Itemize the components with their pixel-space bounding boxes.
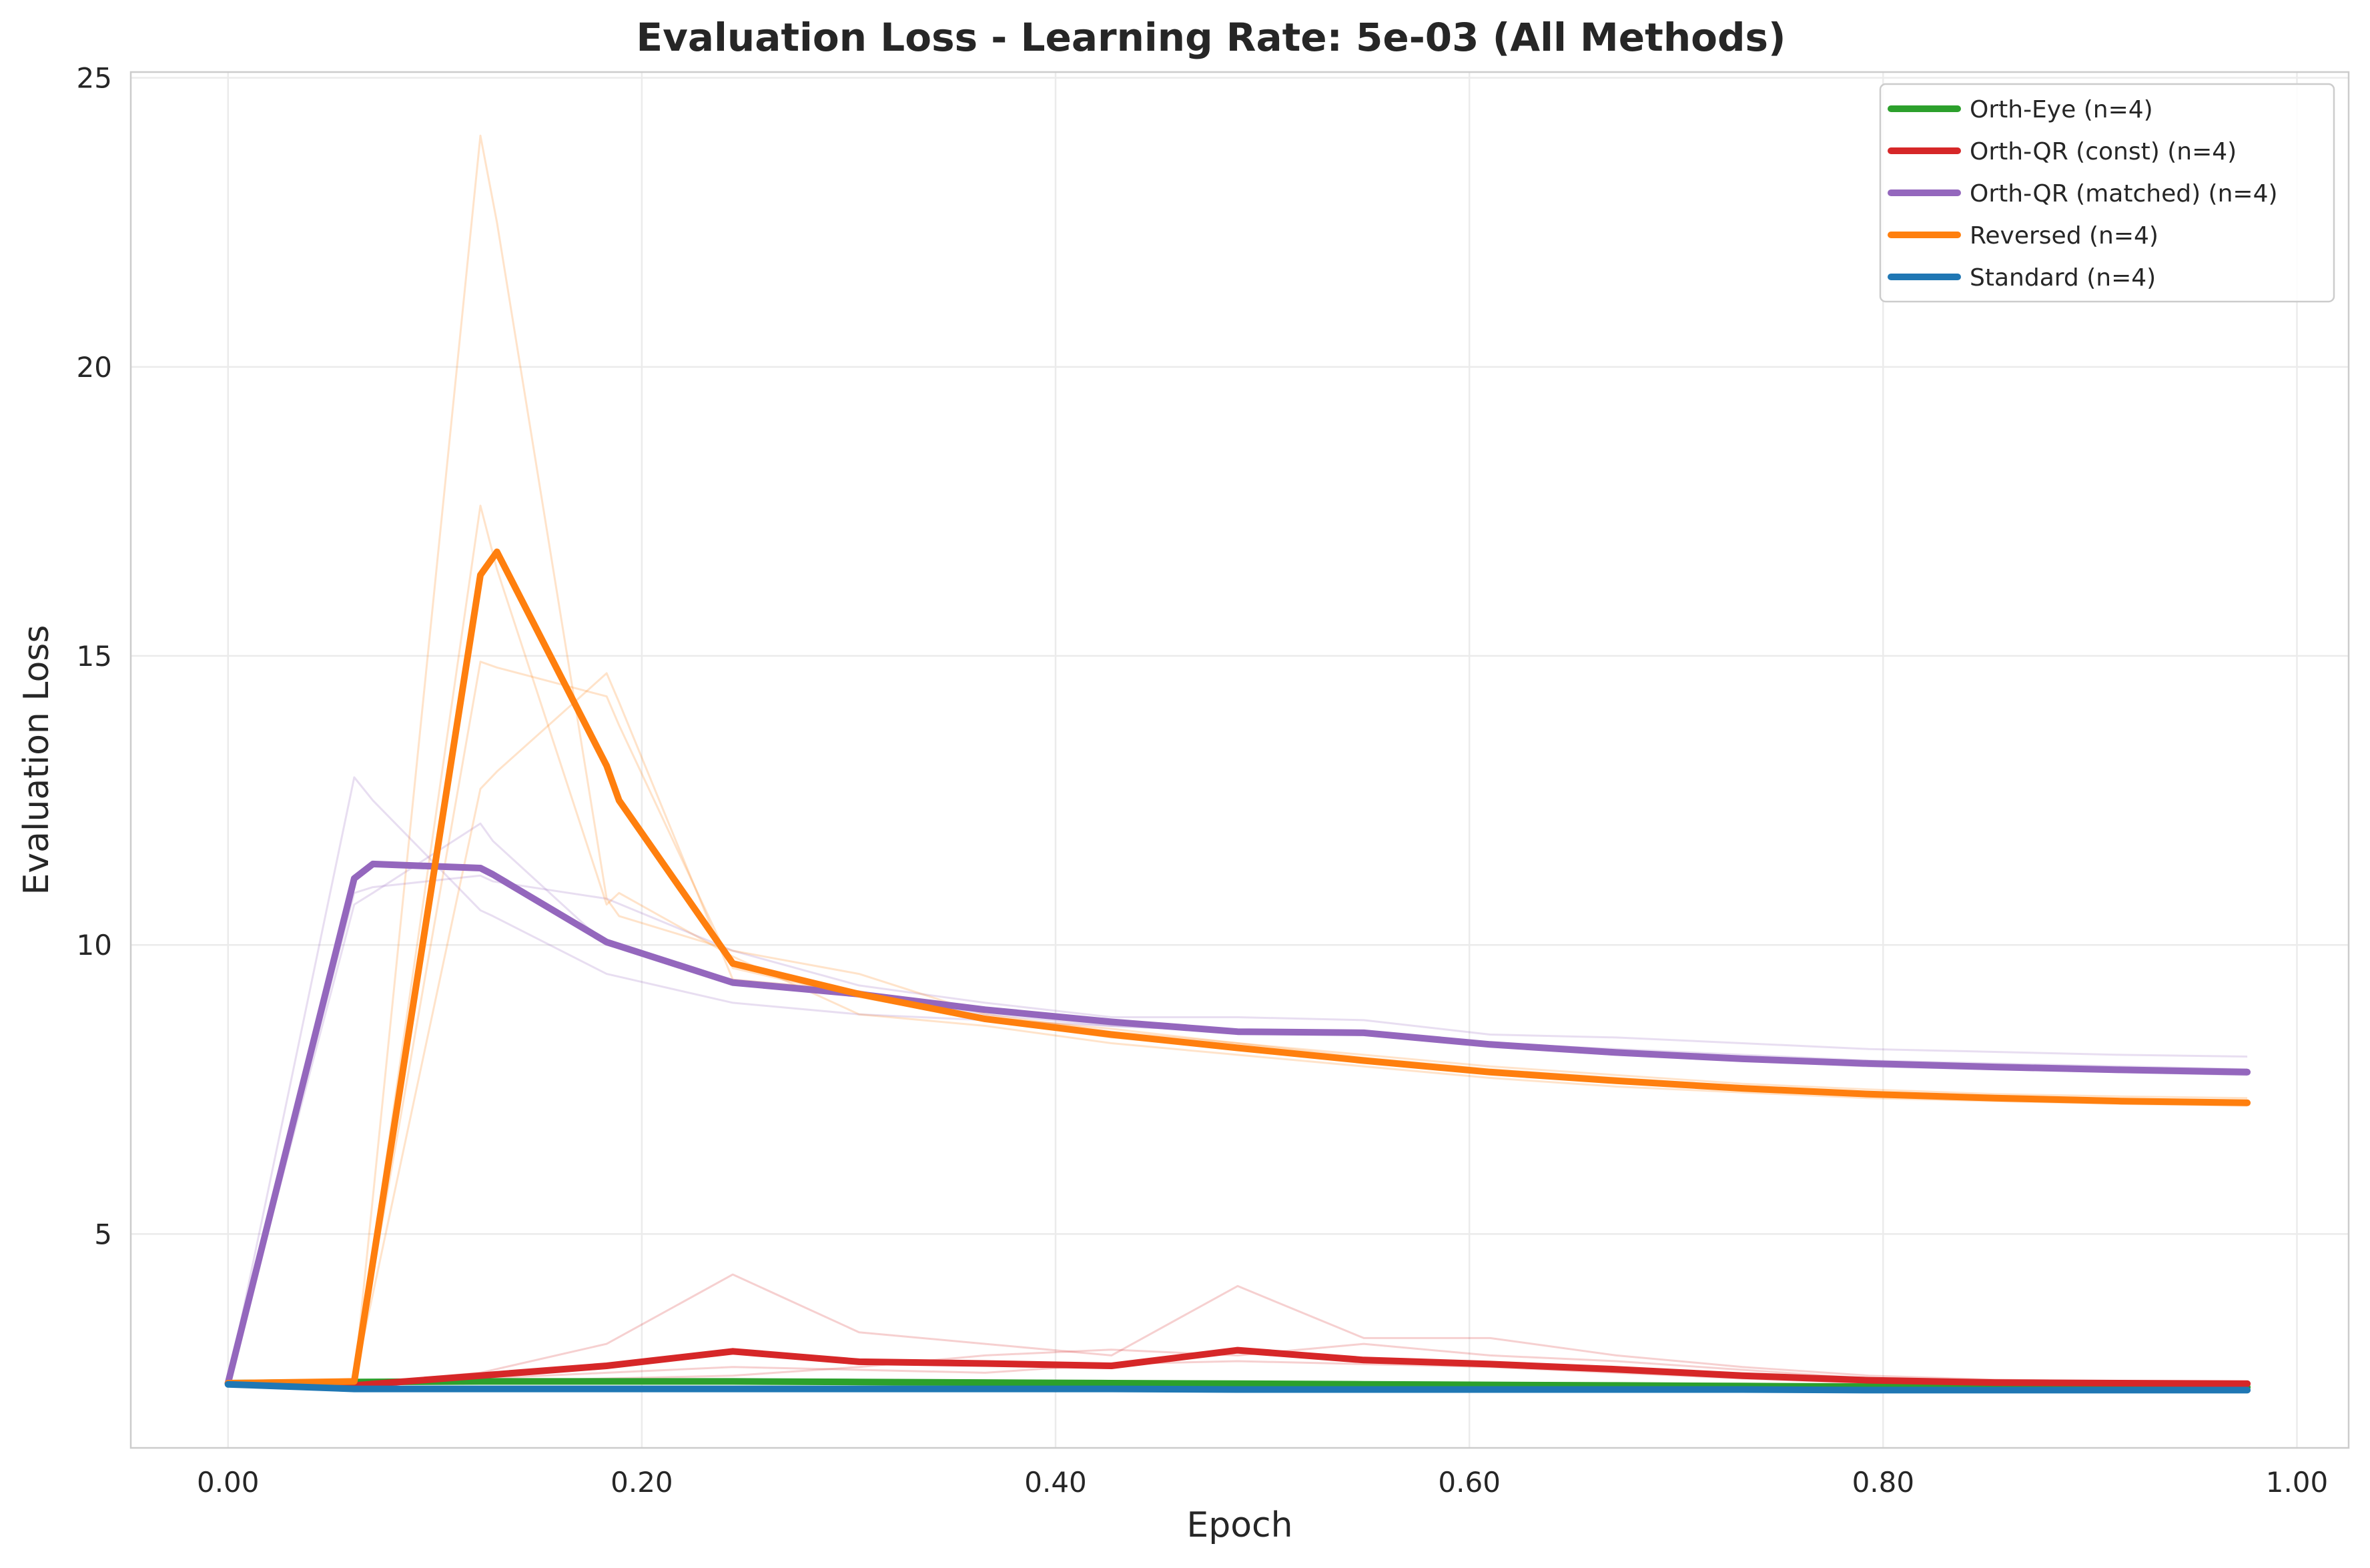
plot-frame: [129, 71, 2350, 1449]
legend-entry-label: Orth-QR (const) (n=4): [1970, 138, 2237, 165]
legend-entry-label: Reversed (n=4): [1970, 222, 2158, 250]
legend-entry-label: Orth-QR (matched) (n=4): [1970, 180, 2278, 208]
x-tick-label: 0.60: [1438, 1466, 1501, 1499]
legend-entry-label: Orth-Eye (n=4): [1970, 96, 2153, 123]
mean-lines: [224, 548, 2251, 1394]
legend-entry-label: Standard (n=4): [1970, 264, 2156, 292]
x-tick-label: 0.20: [611, 1466, 673, 1499]
y-tick-label: 10: [77, 929, 112, 961]
x-axis-ticks: 0.00 0.20 0.40 0.60 0.80 1.00: [197, 1466, 2328, 1499]
y-tick-label: 25: [77, 62, 112, 95]
y-tick-label: 5: [94, 1218, 112, 1250]
x-tick-label: 0.00: [197, 1466, 260, 1499]
x-axis-label: Epoch: [1186, 1505, 1292, 1545]
legend: Orth-Eye (n=4) Orth-QR (const) (n=4) Orth-…: [1879, 83, 2335, 303]
x-tick-label: 0.40: [1024, 1466, 1087, 1499]
chart-title: Evaluation Loss - Learning Rate: 5e-03 (…: [636, 15, 1786, 60]
y-axis-ticks: 5 10 15 20 25: [77, 62, 112, 1251]
series-0-mean-line: [224, 1378, 2251, 1391]
series-1-run-0-line: [228, 1273, 2248, 1386]
series-1-mean-line: [224, 1346, 2251, 1389]
series-4-mean-line: [224, 1381, 2251, 1394]
y-tick-label: 15: [77, 640, 112, 673]
series-2-mean-line: [224, 860, 2251, 1387]
grid: [131, 72, 2349, 1448]
y-axis-label: Evaluation Loss: [17, 625, 57, 895]
series-3-run-1-line: [228, 504, 2248, 1385]
legend-box: [1879, 83, 2335, 303]
x-tick-label: 1.00: [2266, 1466, 2329, 1499]
series-3-mean-line: [224, 548, 2251, 1387]
y-tick-label: 20: [77, 351, 112, 384]
x-tick-label: 0.80: [1852, 1466, 1915, 1499]
series-2-run-2-line: [227, 874, 2248, 1384]
